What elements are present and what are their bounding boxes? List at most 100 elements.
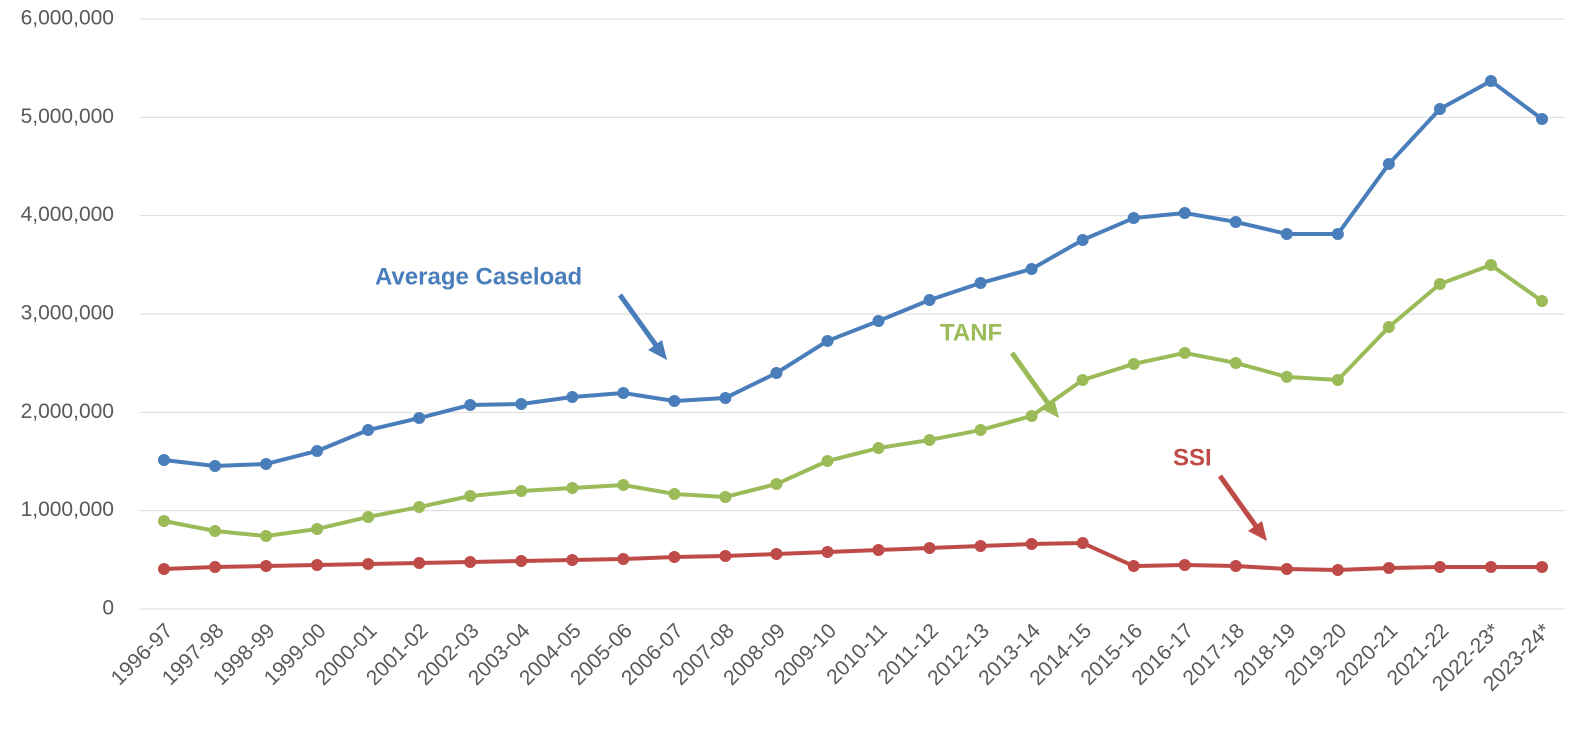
data-point	[719, 391, 732, 404]
y-tick-label: 4,000,000	[21, 203, 114, 226]
y-tick-label: 6,000,000	[21, 7, 114, 30]
data-point	[719, 490, 732, 503]
data-point	[362, 424, 375, 437]
data-point	[923, 433, 936, 446]
data-point	[923, 294, 936, 307]
data-point	[1178, 207, 1191, 220]
data-point	[566, 390, 579, 403]
arrow	[617, 293, 661, 350]
data-point	[158, 562, 170, 575]
data-point	[1076, 233, 1089, 246]
y-tick-label: 5,000,000	[21, 105, 114, 128]
data-point	[770, 548, 783, 561]
y-tick-label: 1,000,000	[21, 498, 114, 521]
data-point	[158, 514, 170, 527]
data-point	[311, 444, 324, 457]
data-point	[566, 482, 579, 495]
arrows	[617, 293, 1267, 541]
y-tick-label: 0	[102, 597, 114, 620]
data-point	[1382, 561, 1395, 574]
data-point	[566, 554, 579, 567]
data-point	[311, 559, 324, 572]
data-point	[1229, 215, 1242, 228]
annotation-caseload: Average Caseload	[375, 263, 582, 290]
data-point	[515, 397, 528, 410]
data-point	[770, 478, 783, 491]
data-point	[362, 510, 375, 523]
data-point	[974, 539, 987, 552]
data-point	[1331, 563, 1344, 576]
y-tick-label: 2,000,000	[21, 400, 114, 423]
arrow	[1009, 351, 1053, 408]
data-point	[617, 386, 630, 399]
data-point	[1382, 157, 1395, 170]
arrow-head	[648, 340, 667, 360]
data-point	[158, 454, 170, 467]
data-point	[1433, 561, 1446, 574]
annotation-tanf: TANF	[940, 319, 1002, 346]
data-point	[1536, 113, 1548, 126]
series-line	[163, 541, 1542, 572]
data-point	[1229, 560, 1242, 573]
data-point	[668, 550, 681, 563]
data-point	[872, 442, 885, 455]
data-point	[1076, 373, 1089, 386]
data-point	[1127, 357, 1140, 370]
data-point	[821, 455, 834, 468]
data-point	[1280, 370, 1293, 383]
data-point	[1178, 559, 1191, 572]
data-point	[617, 553, 630, 566]
data-point	[821, 545, 834, 558]
data-point	[1331, 373, 1344, 386]
data-point	[1433, 102, 1446, 115]
data-point	[260, 530, 273, 543]
data-point	[260, 560, 273, 573]
data-point	[413, 556, 426, 569]
data-point	[1025, 409, 1038, 422]
data-point	[821, 334, 834, 347]
arrow-head	[1040, 398, 1059, 418]
data-point	[464, 398, 477, 411]
data-point	[1025, 538, 1038, 551]
data-point	[1076, 537, 1089, 550]
arrow-head	[1248, 521, 1267, 541]
series-line	[163, 263, 1544, 539]
data-point	[668, 487, 681, 500]
arrow	[1217, 474, 1261, 531]
data-point	[923, 542, 936, 555]
data-point	[770, 367, 783, 379]
data-point	[464, 490, 477, 503]
data-point	[209, 525, 222, 538]
data-point	[1127, 560, 1140, 573]
y-tick-label: 3,000,000	[21, 302, 114, 325]
data-point	[209, 561, 222, 574]
data-point	[872, 544, 885, 556]
data-point	[1536, 561, 1548, 574]
data-point	[668, 395, 681, 408]
data-point	[1025, 262, 1038, 275]
data-point	[1484, 74, 1497, 87]
data-point	[464, 555, 477, 568]
data-point	[872, 314, 885, 327]
data-point	[413, 501, 426, 514]
data-point	[1178, 346, 1191, 359]
data-point	[1536, 295, 1548, 308]
data-point	[974, 277, 987, 290]
plot: 0 1,000,000 2,000,000 3,000,000 4,000,000 5,0…	[21, 7, 1565, 696]
data-point	[974, 424, 987, 437]
series-line	[163, 78, 1544, 469]
data-point	[515, 485, 528, 497]
data-point	[1127, 212, 1140, 225]
data-point	[617, 479, 630, 492]
data-point	[413, 412, 426, 425]
data-point	[1433, 278, 1446, 291]
data-point	[1280, 227, 1293, 240]
data-point	[1484, 561, 1497, 574]
data-point	[515, 555, 528, 568]
data-point	[1382, 320, 1395, 333]
data-point	[311, 522, 324, 535]
data-point	[1484, 259, 1497, 272]
data-point	[1280, 562, 1293, 575]
data-point	[1229, 356, 1242, 369]
